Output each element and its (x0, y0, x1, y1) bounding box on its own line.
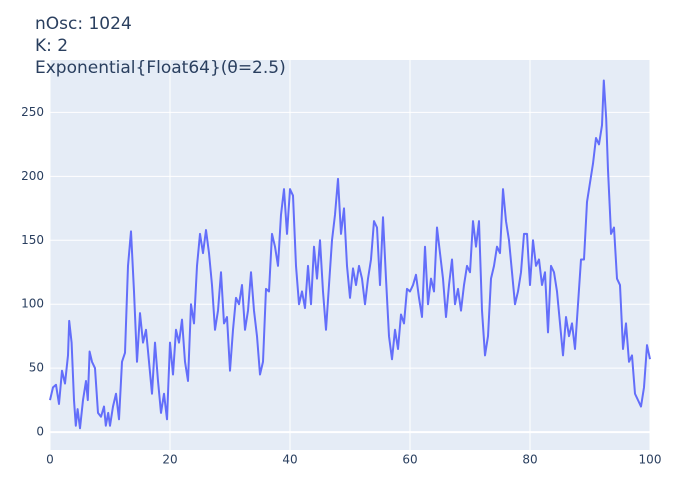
y-tick-label: 50 (29, 361, 44, 375)
y-tick-label: 250 (21, 105, 44, 119)
y-tick-label: 150 (21, 233, 44, 247)
line-series (49, 79, 651, 430)
title-line: Exponential{Float64}(θ=2.5) (35, 58, 286, 78)
title-line: nOsc: 1024 (35, 14, 132, 34)
x-tick-label: 40 (282, 453, 297, 467)
x-tick-label: 80 (522, 453, 537, 467)
y-tick-label: 0 (36, 425, 44, 439)
plot-background (50, 60, 650, 450)
x-tick-label: 100 (639, 453, 662, 467)
x-tick-label: 60 (402, 453, 417, 467)
x-tick-label: 20 (162, 453, 177, 467)
y-tick-label: 100 (21, 297, 44, 311)
x-tick-label: 0 (46, 453, 54, 467)
y-tick-label: 200 (21, 169, 44, 183)
title-line: K: 2 (35, 36, 68, 56)
